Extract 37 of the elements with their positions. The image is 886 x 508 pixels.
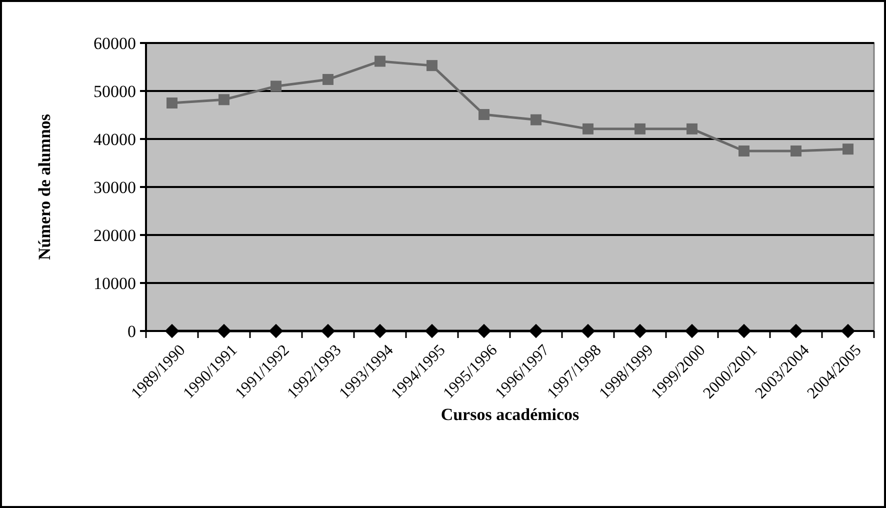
point	[270, 80, 282, 92]
point	[738, 146, 750, 156]
y-tick-label: 0	[128, 322, 136, 341]
point	[218, 94, 230, 106]
point	[426, 60, 438, 72]
point	[686, 123, 698, 134]
point	[632, 324, 648, 338]
point	[424, 324, 440, 338]
y-tick-label: 40000	[94, 130, 136, 149]
point	[582, 123, 594, 134]
point	[580, 324, 596, 338]
x-axis-title: Cursos académicos	[440, 405, 580, 424]
point	[216, 324, 232, 338]
y-axis-title: Número de alumnos	[35, 114, 54, 260]
point	[320, 324, 336, 338]
y-tick-label: 50000	[94, 82, 136, 101]
point	[478, 109, 490, 120]
y-tick-label: 10000	[94, 274, 136, 293]
point	[374, 56, 386, 67]
point	[164, 324, 180, 338]
point	[372, 324, 388, 338]
y-tick-label: 20000	[94, 226, 136, 245]
y-tick-label: 60000	[94, 34, 136, 53]
point	[322, 74, 334, 85]
point	[166, 98, 178, 108]
point	[788, 324, 804, 338]
point	[842, 144, 854, 155]
point	[684, 324, 700, 338]
point	[476, 324, 492, 338]
point	[790, 146, 802, 156]
point	[634, 123, 646, 134]
point	[840, 324, 856, 338]
point	[736, 324, 752, 338]
point	[268, 324, 284, 338]
y-tick-label: 30000	[94, 178, 136, 197]
point	[530, 114, 542, 126]
point	[528, 324, 544, 338]
